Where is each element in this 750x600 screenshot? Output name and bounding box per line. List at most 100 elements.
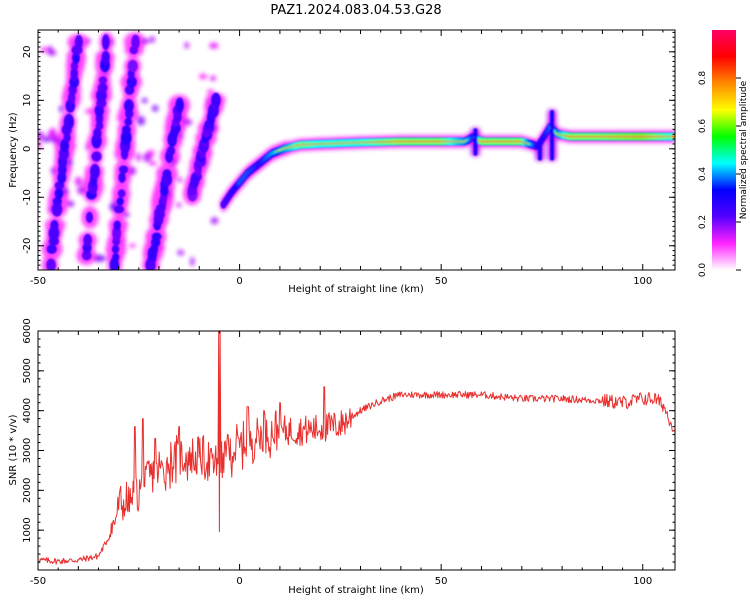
speckle bbox=[177, 177, 183, 183]
disturbance-core bbox=[537, 150, 542, 155]
speckle bbox=[181, 116, 186, 123]
y-tick-label: 6000 bbox=[22, 318, 33, 343]
colorbar-tick-label: 0.4 bbox=[698, 167, 708, 182]
speckle bbox=[98, 255, 107, 262]
disturbance-core bbox=[550, 112, 555, 117]
disturbance-core bbox=[550, 144, 555, 149]
colorbar-gradient bbox=[712, 30, 736, 270]
y-tick-label: -10 bbox=[22, 189, 33, 205]
speckle bbox=[209, 42, 219, 49]
x-tick-label: -50 bbox=[30, 276, 46, 287]
disturbance-core bbox=[473, 140, 478, 144]
speckle bbox=[59, 105, 64, 113]
streak-blob bbox=[51, 202, 63, 217]
x-tick-label: 100 bbox=[633, 576, 652, 587]
snr-x-axis-label: Height of straight line (km) bbox=[288, 585, 424, 596]
speckle bbox=[141, 38, 150, 45]
disturbance-core bbox=[537, 156, 542, 161]
speckle bbox=[184, 42, 190, 49]
speckle bbox=[142, 152, 152, 163]
speckle bbox=[158, 245, 166, 251]
disturbance-core bbox=[550, 115, 555, 120]
x-tick-label: 0 bbox=[236, 276, 242, 287]
speckle bbox=[67, 200, 75, 208]
disturbance-core bbox=[473, 142, 478, 147]
heatmap-panel: -50 0 50 100 -20 -10 0 10 20 Height of straight … bbox=[8, 29, 676, 295]
speckle bbox=[47, 45, 53, 55]
disturbance-core bbox=[550, 136, 555, 141]
disturbance-core bbox=[550, 124, 555, 129]
speckle bbox=[176, 132, 185, 139]
snr-y-axis-label: SNR (10 * v/v) bbox=[8, 414, 19, 485]
colorbar-tick-label: 0.6 bbox=[698, 119, 708, 134]
heatmap-y-axis-label: Frequency (Hz) bbox=[8, 112, 19, 188]
snr-panel: -50 0 50 100 1000 2000 3000 4000 5000 6000 Height… bbox=[8, 318, 676, 596]
disturbance-core bbox=[550, 150, 555, 155]
speckle bbox=[85, 141, 90, 152]
speckle bbox=[47, 129, 57, 140]
snr-plot-area bbox=[38, 331, 675, 570]
streak-blob bbox=[63, 132, 71, 143]
streak-blob bbox=[120, 129, 132, 146]
streak-blob bbox=[114, 205, 125, 214]
disturbance-core bbox=[550, 156, 555, 161]
disturbance-core bbox=[550, 153, 555, 158]
streak-blob bbox=[116, 197, 124, 206]
streak-blob bbox=[63, 113, 74, 130]
speckle bbox=[42, 136, 51, 143]
disturbance-core bbox=[473, 128, 478, 133]
y-tick-label: 5000 bbox=[22, 358, 33, 383]
speckle bbox=[129, 243, 136, 248]
speckle bbox=[128, 166, 137, 176]
speckle bbox=[136, 115, 146, 126]
colorbar-tick-label: 0.0 bbox=[698, 263, 708, 278]
disturbance-core bbox=[550, 109, 555, 114]
streak-blob bbox=[98, 76, 108, 85]
disturbance-core bbox=[550, 130, 555, 135]
snr-series-line bbox=[38, 331, 675, 565]
x-tick-label: 0 bbox=[236, 576, 242, 587]
disturbance-core bbox=[473, 134, 478, 139]
streak-blob bbox=[211, 92, 221, 108]
streak-blob bbox=[127, 59, 138, 73]
speckle bbox=[67, 157, 73, 167]
snr-marks bbox=[38, 331, 675, 565]
y-tick-label: 1000 bbox=[22, 517, 33, 542]
disturbance-core bbox=[473, 145, 478, 150]
y-tick-label: 0 bbox=[22, 146, 33, 152]
disturbance-core bbox=[550, 147, 555, 152]
speckle bbox=[101, 71, 109, 76]
streak-blob bbox=[112, 253, 120, 262]
disturbance-core bbox=[550, 139, 555, 144]
speckle bbox=[151, 105, 159, 112]
heatmap-marks bbox=[38, 31, 675, 270]
disturbance-core bbox=[537, 153, 542, 158]
speckle bbox=[206, 89, 214, 94]
speckle bbox=[190, 256, 195, 267]
colorbar-ticks: 0.0 0.2 0.4 0.6 0.8 bbox=[698, 71, 741, 278]
disturbance-core bbox=[537, 141, 542, 146]
streak-blob bbox=[72, 52, 80, 64]
streak-blob bbox=[123, 99, 134, 113]
speckle bbox=[199, 73, 208, 80]
speckle bbox=[210, 217, 219, 225]
disturbance-core bbox=[550, 133, 555, 138]
speckle bbox=[76, 186, 87, 195]
speckle bbox=[116, 115, 125, 122]
streak-blob bbox=[101, 50, 110, 65]
x-tick-label: -50 bbox=[30, 576, 46, 587]
disturbance-core bbox=[550, 118, 555, 123]
speckle bbox=[149, 36, 156, 43]
streak-blob bbox=[118, 165, 129, 174]
heatmap-axes: -50 0 50 100 -20 -10 0 10 20 bbox=[22, 30, 675, 287]
speckle bbox=[148, 161, 157, 166]
speckle bbox=[38, 131, 45, 141]
streak-blob bbox=[124, 117, 133, 126]
streak-blob bbox=[46, 258, 56, 270]
speckle bbox=[141, 98, 148, 104]
snr-axes: -50 0 50 100 1000 2000 3000 4000 5000 6000 bbox=[22, 318, 675, 587]
chart-title: PAZ1.2024.083.04.53.G28 bbox=[270, 3, 441, 18]
y-tick-label: 20 bbox=[22, 45, 33, 58]
x-tick-label: 50 bbox=[435, 576, 448, 587]
colorbar-label: Normalized spectral amplitude bbox=[739, 80, 749, 219]
